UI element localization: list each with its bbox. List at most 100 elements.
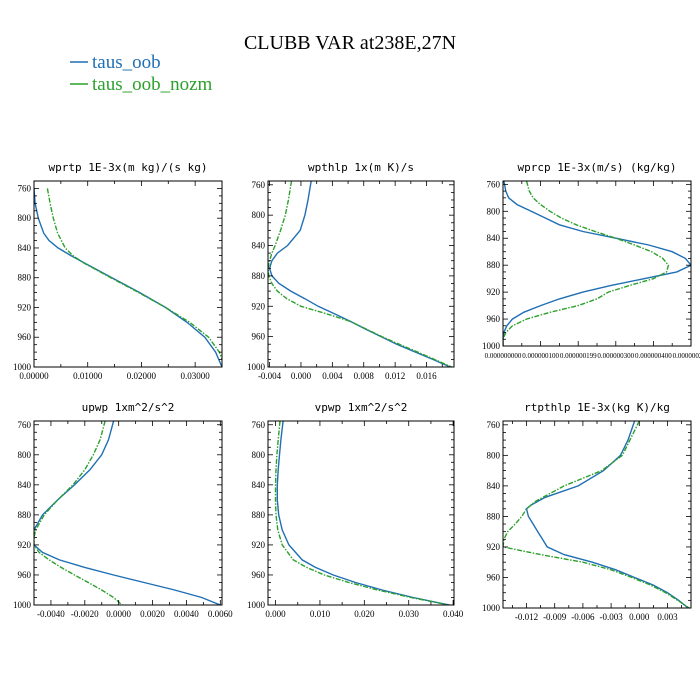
y-tick-label: 1000 [247,600,266,610]
y-tick-label: 840 [252,241,266,251]
legend-label-taus_oob_nozm: taus_oob_nozm [92,74,213,95]
x-tick-label: -0.003 [599,612,623,622]
panel-title-vpwp: vpwp 1xm^2/s^2 [315,401,408,414]
x-tick-label: 0.02000 [127,371,157,381]
series-line-taus_oob [34,188,222,367]
y-tick-label: 960 [18,570,32,580]
y-tick-label: 960 [18,332,32,342]
y-tick-label: 960 [487,314,501,324]
y-tick-label: 960 [252,332,266,342]
x-tick-label: 0.008 [354,371,375,381]
x-tick-label: 0.030 [399,609,420,619]
y-tick-label: 1000 [13,600,32,610]
series-line-taus_oob_nozm [503,181,670,346]
x-tick-label: 0.000 [265,609,286,619]
y-tick-label: 800 [252,210,266,220]
y-tick-label: 920 [18,302,32,312]
y-tick-label: 920 [252,301,266,311]
panel-title-wpthlp: wpthlp 1x(m K)/s [308,161,414,174]
y-tick-label: 760 [487,179,501,189]
y-tick-label: 880 [18,273,32,283]
x-tick-label: 0.004 [322,371,343,381]
y-tick-label: 760 [18,183,32,193]
y-tick-label: 800 [252,450,266,460]
x-tick-label: 0.000000400 [635,352,672,360]
x-tick-label: -0.0020 [71,609,99,619]
panel-vpwp: vpwp 1xm^2/s^2 760 800 840 880 920 960 10000.00… [247,401,464,619]
x-tick-label: 0.00000 [19,371,49,381]
y-tick-label: 920 [487,542,501,552]
plot-frame [267,420,455,606]
panel-wprtp: wprtp 1E-3x(m kg)/(s kg) 760 800 840 880 920 9… [13,161,223,381]
series-line-taus_oob [503,181,691,346]
panel-wpthlp: wpthlp 1x(m K)/s 760 800 840 880 920 960 1000-0… [247,161,455,381]
x-tick-label: 0.000 [629,612,650,622]
legend-label-taus_oob: taus_oob [92,52,161,73]
panels: wprtp 1E-3x(m kg)/(s kg) 760 800 840 880 920 9… [13,161,700,622]
x-tick-label: 0.010 [310,609,331,619]
x-tick-label: -0.012 [515,612,538,622]
y-tick-label: 800 [487,206,501,216]
x-tick-label: 0.01000 [73,371,103,381]
figure-title: CLUBB VAR at238E,27N [244,32,456,54]
series-line-taus_oob [34,421,221,605]
panel-wprcp: wprcp 1E-3x(m/s) (kg/kg) 760 800 840 880 920 9… [482,161,700,360]
y-tick-label: 880 [252,271,266,281]
x-tick-label: -0.009 [543,612,567,622]
panel-title-wprcp: wprcp 1E-3x(m/s) (kg/kg) [518,161,677,174]
x-tick-label: 0.016 [416,371,437,381]
y-tick-label: 800 [18,213,32,223]
series-line-taus_oob [268,181,451,367]
y-tick-label: 1000 [482,603,501,613]
plot-frame [33,180,223,368]
x-tick-label: 0.020 [354,609,375,619]
plot-frame [502,420,692,609]
x-tick-label: 0.000000000 [485,352,522,360]
y-tick-label: 760 [487,420,501,430]
series-line-taus_oob [276,421,450,605]
plot-frame [267,180,455,368]
y-tick-label: 840 [18,480,32,490]
x-tick-label: 0.0020 [140,609,165,619]
y-tick-label: 840 [487,233,501,243]
x-tick-label: 0.0040 [174,609,199,619]
y-tick-label: 1000 [247,362,266,372]
series-line-taus_oob_nozm [503,421,690,608]
series-line-taus_oob_nozm [268,181,452,367]
series-line-taus_oob [525,421,689,608]
panel-title-upwp: upwp 1xm^2/s^2 [82,401,175,414]
x-tick-label: 0.0060 [208,609,233,619]
y-tick-label: 880 [252,510,266,520]
x-tick-label: 0.000 [291,371,312,381]
x-tick-label: 0.000000100 [522,352,559,360]
y-tick-label: 760 [252,180,266,190]
x-tick-label: 0.0000 [106,609,131,619]
y-tick-label: 840 [18,243,32,253]
x-tick-label: 0.012 [385,371,405,381]
y-tick-label: 920 [487,287,501,297]
x-tick-label: -0.004 [258,371,282,381]
y-tick-label: 920 [18,540,32,550]
x-tick-label: 0.000000300 [597,352,634,360]
x-tick-label: -0.0040 [37,609,65,619]
series-line-taus_oob_nozm [274,421,449,605]
y-tick-label: 1000 [482,341,501,351]
x-tick-label: 0.040 [443,609,464,619]
x-tick-label: -0.006 [571,612,595,622]
y-tick-label: 920 [252,540,266,550]
y-tick-label: 1000 [13,362,32,372]
y-tick-label: 760 [18,420,32,430]
x-tick-label: 0.003 [657,612,678,622]
x-tick-label: 0.000000199 [560,352,597,360]
y-tick-label: 760 [252,420,266,430]
y-tick-label: 880 [18,510,32,520]
x-tick-label: 0.03000 [181,371,211,381]
x-tick-label: 0.000000200 [673,352,700,360]
plot-frame [33,420,223,606]
panel-upwp: upwp 1xm^2/s^2 760 800 840 880 920 960 1000 -0.0… [13,401,233,619]
panel-title-rtpthlp: rtpthlp 1E-3x(kg K)/kg [524,401,670,414]
y-tick-label: 960 [252,570,266,580]
y-tick-label: 880 [487,260,501,270]
panel-rtpthlp: rtpthlp 1E-3x(kg K)/kg 760 800 840 880 920 960… [482,401,692,622]
